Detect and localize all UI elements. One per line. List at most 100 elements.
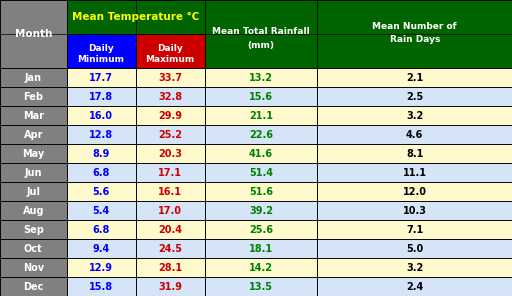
Text: 5.4: 5.4	[93, 205, 110, 215]
Text: Mean Total Rainfall: Mean Total Rainfall	[212, 27, 310, 36]
Bar	[205, 258, 317, 277]
Bar	[136, 106, 205, 125]
Bar	[205, 277, 317, 296]
Bar	[136, 182, 205, 201]
Text: 5.0: 5.0	[406, 244, 423, 253]
Text: Rain Days: Rain Days	[390, 36, 440, 44]
Text: 21.1: 21.1	[249, 111, 273, 120]
Bar	[205, 68, 317, 87]
Bar	[205, 106, 317, 125]
Text: 17.1: 17.1	[158, 168, 182, 178]
Bar	[136, 125, 205, 144]
Text: 39.2: 39.2	[249, 205, 273, 215]
Bar	[317, 68, 512, 87]
Bar	[205, 87, 317, 106]
Text: 15.6: 15.6	[249, 91, 273, 102]
Bar	[136, 87, 205, 106]
Text: 33.7: 33.7	[158, 73, 182, 83]
Text: 13.5: 13.5	[249, 281, 273, 292]
Text: 3.2: 3.2	[406, 111, 423, 120]
Bar	[136, 68, 205, 87]
Text: Oct: Oct	[24, 244, 42, 253]
Text: 2.4: 2.4	[406, 281, 423, 292]
Text: 12.0: 12.0	[403, 186, 426, 197]
Text: 10.3: 10.3	[403, 205, 426, 215]
Text: 14.2: 14.2	[249, 263, 273, 273]
Text: 6.8: 6.8	[93, 168, 110, 178]
Text: Sep: Sep	[23, 225, 44, 234]
Text: Daily: Daily	[157, 44, 183, 53]
Bar	[67, 106, 136, 125]
Text: Month: Month	[15, 29, 52, 39]
Text: 28.1: 28.1	[158, 263, 182, 273]
Text: 13.2: 13.2	[249, 73, 273, 83]
Text: Nov: Nov	[23, 263, 44, 273]
Text: Daily: Daily	[88, 44, 114, 53]
Bar	[0, 106, 67, 125]
Text: Mar: Mar	[23, 111, 44, 120]
Text: Mean Temperature °C: Mean Temperature °C	[72, 12, 199, 22]
Bar	[136, 163, 205, 182]
Bar	[136, 201, 205, 220]
Text: 32.8: 32.8	[158, 91, 182, 102]
Bar	[205, 220, 317, 239]
Text: 2.5: 2.5	[406, 91, 423, 102]
Bar	[317, 125, 512, 144]
Bar	[317, 258, 512, 277]
Text: 3.2: 3.2	[406, 263, 423, 273]
Text: 24.5: 24.5	[158, 244, 182, 253]
Bar	[317, 163, 512, 182]
Text: 25.2: 25.2	[158, 130, 182, 139]
Bar	[67, 201, 136, 220]
Text: 8.9: 8.9	[93, 149, 110, 159]
Bar	[67, 220, 136, 239]
Text: Aug: Aug	[23, 205, 44, 215]
Bar	[205, 125, 317, 144]
Text: 25.6: 25.6	[249, 225, 273, 234]
Bar	[0, 277, 67, 296]
Text: 6.8: 6.8	[93, 225, 110, 234]
Bar	[0, 144, 67, 163]
Text: 22.6: 22.6	[249, 130, 273, 139]
Bar	[136, 239, 205, 258]
Bar	[67, 68, 136, 87]
Text: Apr: Apr	[24, 130, 43, 139]
Text: Jan: Jan	[25, 73, 42, 83]
Text: 4.6: 4.6	[406, 130, 423, 139]
Bar	[67, 87, 136, 106]
Bar	[67, 277, 136, 296]
Bar	[0, 182, 67, 201]
Bar	[67, 182, 136, 201]
Bar	[205, 163, 317, 182]
Bar	[205, 144, 317, 163]
Bar	[317, 106, 512, 125]
Text: 11.1: 11.1	[403, 168, 426, 178]
Bar	[0, 125, 67, 144]
Bar	[0, 258, 67, 277]
Text: 20.3: 20.3	[158, 149, 182, 159]
Text: 29.9: 29.9	[158, 111, 182, 120]
Bar	[317, 220, 512, 239]
Text: Jun: Jun	[25, 168, 42, 178]
Text: 51.4: 51.4	[249, 168, 273, 178]
Bar	[136, 144, 205, 163]
Text: 12.9: 12.9	[89, 263, 113, 273]
Bar	[317, 182, 512, 201]
Bar	[205, 182, 317, 201]
Text: 18.1: 18.1	[249, 244, 273, 253]
Bar	[0, 87, 67, 106]
Text: 17.8: 17.8	[89, 91, 113, 102]
Text: 15.8: 15.8	[89, 281, 113, 292]
Text: Dec: Dec	[23, 281, 44, 292]
Bar	[0, 68, 67, 87]
Bar	[136, 258, 205, 277]
Text: Feb: Feb	[23, 91, 44, 102]
Text: Minimum: Minimum	[78, 55, 124, 65]
Bar	[67, 125, 136, 144]
Text: Maximum: Maximum	[145, 55, 195, 65]
Text: 12.8: 12.8	[89, 130, 113, 139]
Text: 5.6: 5.6	[93, 186, 110, 197]
Text: 16.0: 16.0	[89, 111, 113, 120]
Text: 8.1: 8.1	[406, 149, 423, 159]
Bar	[0, 201, 67, 220]
